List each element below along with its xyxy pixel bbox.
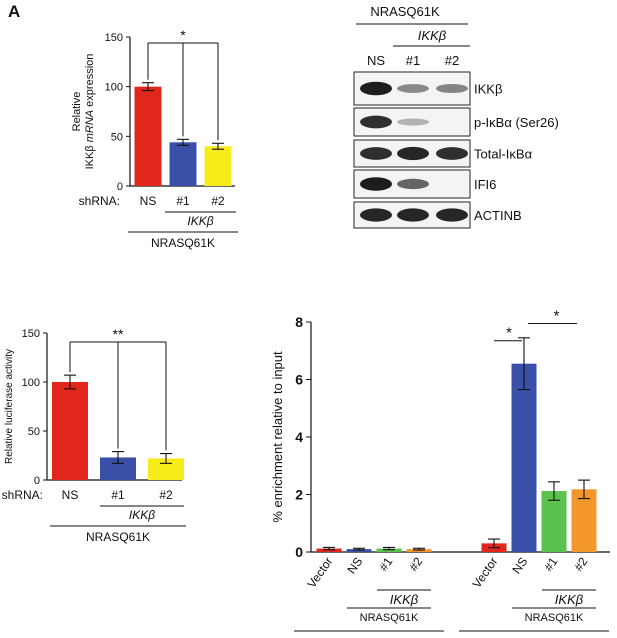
category-label: NS (509, 555, 530, 577)
category-label: NS (62, 488, 79, 502)
bar (148, 458, 184, 480)
group-label: IKKβ (555, 592, 584, 607)
y-tick-label: 50 (111, 131, 123, 143)
bar (346, 549, 372, 552)
group-label: IKKβ (187, 214, 213, 228)
band-label: IKKβ (474, 82, 502, 97)
category-label: #2 (406, 554, 425, 573)
category-label: NS (344, 555, 365, 577)
y-tick-label: 100 (22, 377, 40, 389)
gene-label: ACTINB (347, 635, 399, 638)
y-tick-label: 6 (295, 372, 303, 388)
bottom-label: NRASQ61K (86, 530, 150, 544)
band-label: p-IκBα (Ser26) (474, 115, 559, 130)
blot-band (436, 208, 468, 222)
blot-band (360, 115, 392, 129)
y-tick-label: 100 (105, 82, 123, 94)
band-label: ACTINB (474, 208, 522, 223)
y-axis-label: % enrichment relative to input (270, 351, 285, 523)
y-label-gene: IKKβ (84, 142, 96, 169)
y-tick-label: 2 (295, 487, 303, 503)
y-label-rest: expression (84, 54, 96, 110)
bar (376, 548, 402, 552)
category-label: Vector (469, 555, 500, 591)
significance-mark: ** (113, 326, 124, 342)
bottom-label: NRASQ61K (151, 236, 215, 250)
y-axis-label-line1: Relative (71, 92, 83, 132)
y-tick-label: 0 (34, 475, 40, 487)
bar (52, 382, 88, 480)
blot-band (360, 81, 392, 96)
y-axis-label: RelativeIKKβ mRNA expression (71, 54, 96, 170)
band-label: IFI6 (474, 177, 496, 192)
lane-label: #2 (445, 53, 459, 68)
y-tick-label: 4 (295, 429, 303, 445)
band-label: Total-IκBα (474, 147, 533, 162)
significance-mark: * (554, 307, 560, 324)
y-tick-label: 0 (117, 181, 123, 193)
chart-chip-enrichment: 0 2 4 6 8 % enrichment relative to input Vecto… (270, 307, 610, 638)
gene-label: IFI6 (527, 635, 551, 638)
category-label: #2 (211, 194, 225, 208)
y-axis-label: Relative luciferase activity (4, 349, 15, 464)
blot-band (397, 208, 429, 222)
bar (100, 457, 136, 480)
category-label: #1 (541, 554, 560, 573)
blot-band (436, 147, 468, 160)
category-label: #1 (111, 488, 125, 502)
group-label: IKKβ (129, 508, 155, 522)
category-label: #2 (159, 488, 173, 502)
blot-band (360, 208, 392, 222)
blot-band (436, 83, 468, 94)
y-tick-label: 50 (28, 426, 40, 438)
category-label: Vector (304, 555, 335, 591)
bar (204, 146, 232, 186)
category-label: #1 (176, 194, 190, 208)
blot-band (397, 118, 429, 126)
blot-band (397, 84, 429, 93)
blot-band (360, 177, 392, 191)
category-label: NS (140, 194, 157, 208)
category-label: #2 (571, 554, 590, 573)
y-label-mrna: mRNA (84, 110, 96, 142)
blot-group-label: IKKβ (418, 28, 447, 43)
western-blot: NRASQ61K IKKβ NS #1 #2 IKKβ p-IκBα (Ser26) Tota… (353, 4, 559, 229)
blot-header: NRASQ61K (370, 4, 440, 19)
blot-band (397, 146, 429, 161)
y-tick-label: 8 (295, 314, 303, 330)
chart-luciferase: 0 50 100 150 Relative luciferase activity NS #… (2, 326, 186, 544)
blot-band (397, 178, 429, 190)
bar (134, 86, 162, 186)
lane-label: NS (367, 53, 385, 68)
category-label: #1 (376, 554, 395, 573)
significance-mark: * (506, 325, 512, 342)
bar (316, 548, 342, 552)
bottom-label: NRASQ61K (525, 612, 584, 624)
bottom-label: NRASQ61K (360, 612, 419, 624)
y-tick-label: 150 (105, 32, 123, 44)
bar (571, 489, 597, 552)
row-label: shRNA: (79, 194, 120, 208)
y-tick-label: 0 (295, 544, 303, 560)
panel-label: A (8, 2, 20, 21)
row-label: shRNA: (2, 488, 43, 502)
bar (169, 142, 197, 186)
bar (541, 491, 567, 552)
y-tick-label: 150 (22, 328, 40, 340)
group-label: IKKβ (390, 592, 419, 607)
lane-label: #1 (406, 53, 420, 68)
bar (406, 549, 432, 552)
y-axis-label-line2: IKKβ mRNA expression (84, 54, 96, 170)
significance-mark: * (180, 27, 186, 43)
blot-band (360, 147, 392, 160)
bar (511, 363, 537, 552)
